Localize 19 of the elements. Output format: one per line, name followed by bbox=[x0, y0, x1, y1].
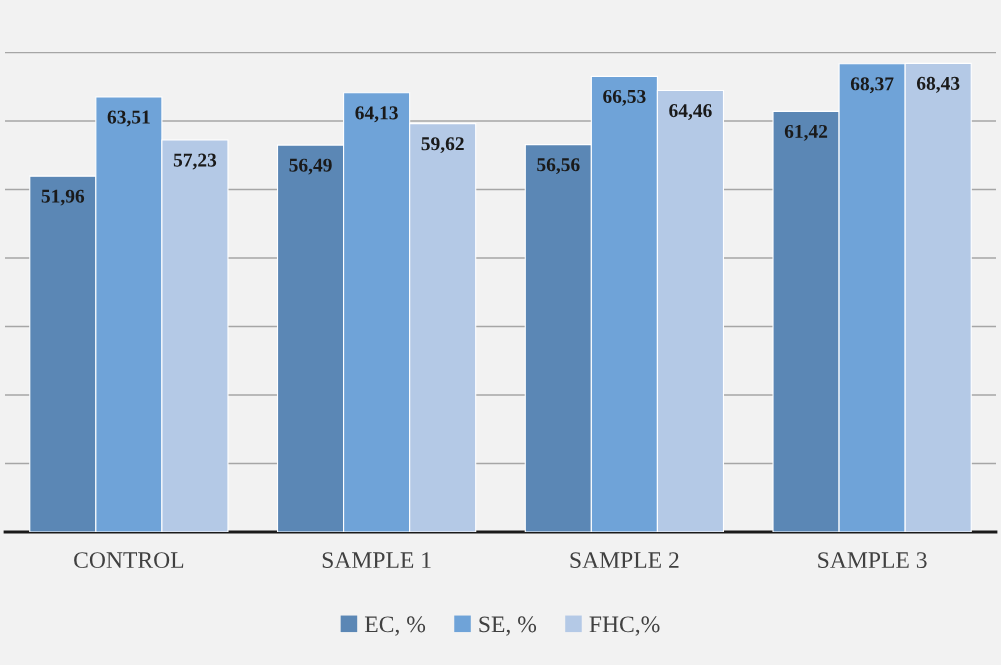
data-label: 57,23 bbox=[173, 153, 217, 170]
legend-label: FHC,% bbox=[589, 616, 660, 636]
data-label: 56,49 bbox=[289, 158, 332, 175]
data-label: 68,43 bbox=[916, 76, 960, 93]
legend-label: SE, % bbox=[479, 616, 537, 636]
data-label: 61,42 bbox=[784, 124, 828, 141]
data-label: 51,96 bbox=[41, 189, 85, 206]
data-label: 56,56 bbox=[537, 158, 580, 175]
data-label: 64,13 bbox=[355, 106, 398, 123]
x-tick-label: SAMPLE 3 bbox=[818, 552, 927, 569]
legend-label: EC, % bbox=[364, 616, 426, 636]
x-tick-label: SAMPLE 1 bbox=[322, 552, 431, 569]
data-label: 64,46 bbox=[669, 104, 712, 120]
x-tick-label: CONTROL bbox=[74, 552, 184, 569]
data-label: 68,37 bbox=[850, 77, 894, 94]
data-label: 59,62 bbox=[421, 137, 464, 154]
data-label: 63,51 bbox=[107, 110, 150, 127]
x-tick-label: SAMPLE 2 bbox=[570, 552, 679, 569]
data-label: 66,53 bbox=[603, 89, 646, 106]
